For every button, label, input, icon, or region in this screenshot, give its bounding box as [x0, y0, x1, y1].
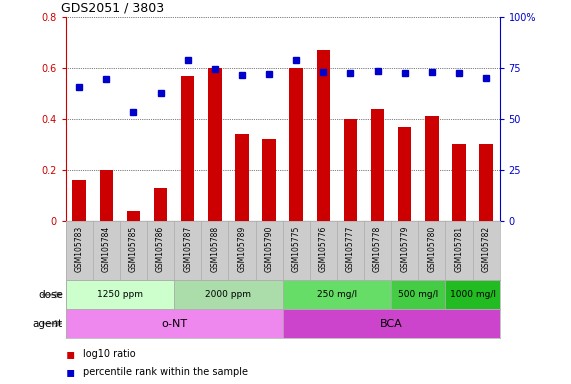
Bar: [344, 119, 357, 221]
Bar: [289, 68, 303, 221]
Text: percentile rank within the sample: percentile rank within the sample: [83, 367, 248, 377]
Bar: [174, 280, 283, 309]
Bar: [73, 180, 86, 221]
Text: agent: agent: [33, 318, 63, 329]
Bar: [99, 170, 113, 221]
Bar: [235, 134, 249, 221]
Bar: [371, 109, 384, 221]
Bar: [262, 139, 276, 221]
Bar: [208, 68, 222, 221]
Text: GSM105790: GSM105790: [264, 225, 274, 272]
Text: GSM105783: GSM105783: [75, 225, 84, 272]
Text: 1000 mg/l: 1000 mg/l: [449, 290, 496, 299]
Text: o-NT: o-NT: [161, 318, 187, 329]
Bar: [445, 280, 500, 309]
Text: 1250 ppm: 1250 ppm: [97, 290, 143, 299]
Text: GSM105784: GSM105784: [102, 225, 111, 272]
Bar: [154, 188, 167, 221]
Text: GSM105778: GSM105778: [373, 225, 382, 272]
Text: ▪: ▪: [66, 347, 75, 361]
Text: GSM105780: GSM105780: [427, 225, 436, 272]
Text: GSM105782: GSM105782: [481, 225, 490, 272]
Text: log10 ratio: log10 ratio: [83, 349, 135, 359]
Text: GSM105775: GSM105775: [292, 225, 301, 272]
Bar: [283, 280, 391, 309]
Bar: [425, 116, 439, 221]
Text: GSM105789: GSM105789: [238, 225, 247, 272]
Text: BCA: BCA: [380, 318, 403, 329]
Bar: [66, 280, 174, 309]
Text: GDS2051 / 3803: GDS2051 / 3803: [61, 2, 164, 15]
Bar: [127, 210, 140, 221]
Text: 250 mg/l: 250 mg/l: [317, 290, 357, 299]
Text: 2000 ppm: 2000 ppm: [206, 290, 251, 299]
Text: GSM105777: GSM105777: [346, 225, 355, 272]
Text: GSM105788: GSM105788: [210, 225, 219, 272]
Text: 500 mg/l: 500 mg/l: [398, 290, 439, 299]
Bar: [283, 309, 500, 338]
Bar: [391, 280, 445, 309]
Text: GSM105779: GSM105779: [400, 225, 409, 272]
Text: GSM105781: GSM105781: [455, 225, 464, 272]
Text: GSM105776: GSM105776: [319, 225, 328, 272]
Text: GSM105785: GSM105785: [129, 225, 138, 272]
Bar: [452, 144, 466, 221]
Bar: [479, 144, 493, 221]
Bar: [398, 127, 412, 221]
Text: GSM105787: GSM105787: [183, 225, 192, 272]
Text: ▪: ▪: [66, 365, 75, 379]
Text: GSM105786: GSM105786: [156, 225, 165, 272]
Bar: [181, 76, 195, 221]
Bar: [316, 50, 330, 221]
Bar: [66, 309, 283, 338]
Text: dose: dose: [38, 290, 63, 300]
